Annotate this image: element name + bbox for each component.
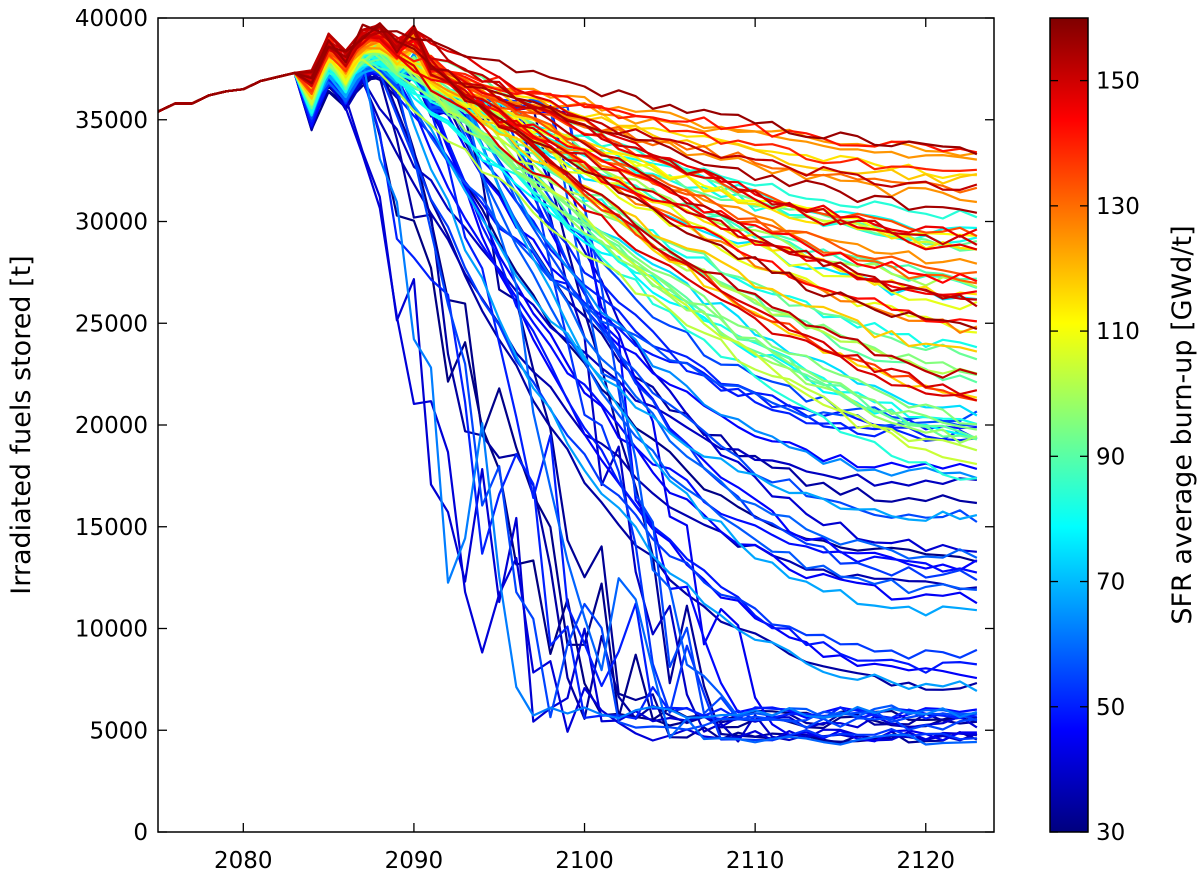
x-tick-label: 2100 [555, 848, 614, 874]
y-axis-title: Irradiated fuels stored [t] [6, 255, 37, 594]
y-tick-label: 35000 [75, 108, 148, 134]
x-tick-label: 2080 [214, 848, 273, 874]
y-axis: 0 5000 10000 15000 20000 25000 30000 35000 40000 [75, 6, 994, 846]
y-tick-label: 20000 [75, 413, 148, 439]
series-lines [158, 22, 978, 746]
colorbar-tick-label: 30 [1096, 820, 1125, 846]
y-tick-label: 15000 [75, 515, 148, 541]
x-tick-label: 2110 [726, 848, 785, 874]
series-line [158, 23, 978, 156]
colorbar-axis: 30 50 70 90 110 130 150 [1050, 69, 1140, 846]
y-tick-label: 0 [133, 820, 148, 846]
y-tick-label: 30000 [75, 210, 148, 236]
colorbar-tick-label: 90 [1096, 444, 1125, 470]
y-tick-label: 40000 [75, 6, 148, 32]
colorbar-title: SFR average burn-up [GWd/t] [1167, 225, 1198, 624]
x-tick-label: 2120 [896, 848, 955, 874]
colorbar-tick-label: 110 [1096, 319, 1140, 345]
colorbar-tick-label: 50 [1096, 695, 1125, 721]
y-tick-label: 25000 [75, 311, 148, 337]
x-axis: 2080 2090 2100 2110 2120 [214, 18, 955, 874]
colorbar-tick-label: 150 [1096, 69, 1140, 95]
y-tick-label: 5000 [89, 718, 148, 744]
x-tick-label: 2090 [385, 848, 444, 874]
colorbar-tick-label: 130 [1096, 194, 1140, 220]
colorbar-tick-label: 70 [1096, 570, 1125, 596]
y-tick-label: 10000 [75, 617, 148, 643]
colorbar [1049, 17, 1089, 833]
